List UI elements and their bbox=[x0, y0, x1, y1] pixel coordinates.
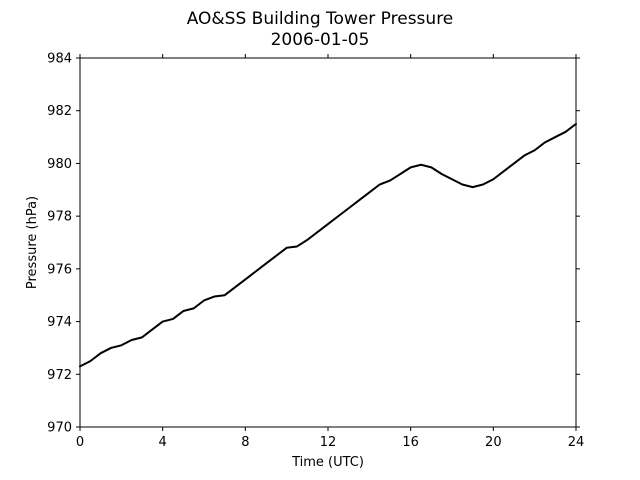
chart-subtitle: 2006-01-05 bbox=[271, 30, 370, 50]
plot-frame bbox=[79, 57, 577, 428]
x-tick-label: 4 bbox=[159, 435, 167, 450]
x-tick-label: 16 bbox=[402, 435, 419, 450]
pressure-series-line bbox=[79, 122, 577, 368]
y-tick-label: 976 bbox=[47, 262, 72, 277]
series-layer bbox=[79, 122, 577, 368]
x-axis-label: Time (UTC) bbox=[291, 455, 364, 470]
x-tick-label: 20 bbox=[485, 435, 502, 450]
x-tick-label: 0 bbox=[76, 435, 84, 450]
axis-ticks: 0 4 8 12 16 20 24 970 972 974 976 978 980 982 984 bbox=[47, 52, 584, 451]
y-tick-label: 972 bbox=[47, 368, 72, 383]
y-tick-label: 982 bbox=[47, 104, 72, 119]
y-tick-label: 970 bbox=[47, 421, 72, 436]
y-tick-label: 974 bbox=[47, 315, 72, 330]
y-tick-label: 978 bbox=[47, 210, 72, 225]
y-tick-label: 984 bbox=[47, 52, 72, 67]
chart-title: AO&SS Building Tower Pressure bbox=[187, 9, 454, 29]
y-axis-label: Pressure (hPa) bbox=[25, 196, 40, 289]
y-tick-label: 980 bbox=[47, 157, 72, 172]
x-tick-label: 12 bbox=[320, 435, 337, 450]
x-tick-label: 24 bbox=[568, 435, 585, 450]
x-tick-label: 8 bbox=[241, 435, 249, 450]
